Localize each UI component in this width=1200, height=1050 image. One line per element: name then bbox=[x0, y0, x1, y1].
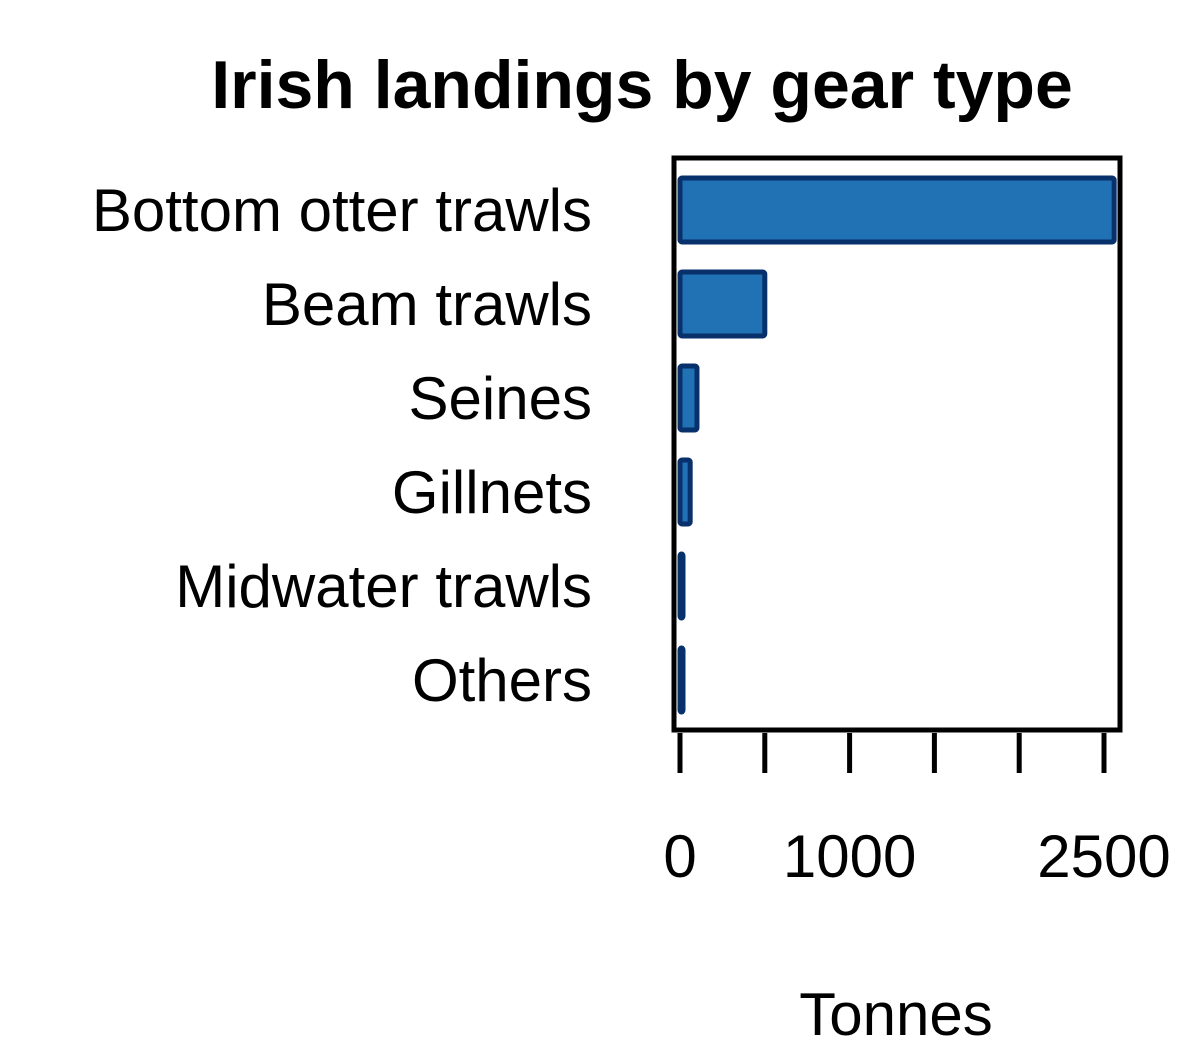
x-tick-label: 1000 bbox=[783, 823, 916, 890]
x-axis-label: Tonnes bbox=[799, 981, 992, 1048]
x-tick-label: 2500 bbox=[1037, 823, 1170, 890]
chart-title: Irish landings by gear type bbox=[211, 47, 1073, 123]
category-label: Midwater trawls bbox=[175, 553, 592, 620]
plot-frame bbox=[671, 155, 1123, 733]
bar bbox=[677, 269, 768, 339]
category-labels: Bottom otter trawls Beam trawls Seines Gill… bbox=[92, 177, 592, 714]
category-label: Seines bbox=[409, 365, 592, 432]
bar bbox=[677, 363, 700, 433]
bar bbox=[677, 551, 686, 621]
bar bbox=[677, 645, 686, 715]
category-label: Gillnets bbox=[392, 459, 592, 526]
category-label: Bottom otter trawls bbox=[92, 177, 592, 244]
x-axis-tick-labels: 0 1000 2500 bbox=[663, 823, 1170, 890]
bar bbox=[677, 175, 1117, 245]
category-label: Beam trawls bbox=[262, 271, 592, 338]
x-tick-label: 0 bbox=[663, 823, 696, 890]
x-axis-ticks bbox=[677, 733, 1107, 773]
bar bbox=[677, 457, 693, 527]
bars bbox=[677, 175, 1117, 715]
category-label: Others bbox=[412, 647, 592, 714]
